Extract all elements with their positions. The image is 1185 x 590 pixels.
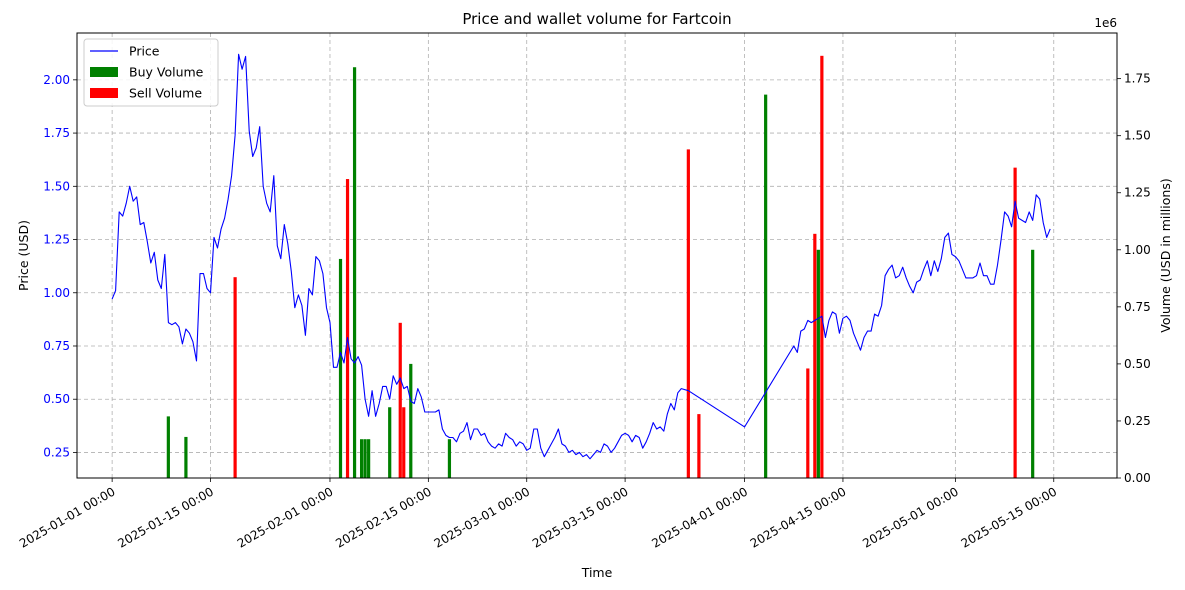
legend-label: Price xyxy=(129,44,160,59)
y-right-tick-label: 1.75 xyxy=(1124,72,1151,86)
y-left-tick-label: 0.75 xyxy=(43,339,70,353)
y-axis-label-right: Volume (USD in millions) xyxy=(1158,178,1173,332)
y-left-tick-label: 0.50 xyxy=(43,392,70,406)
y-axis-label-left: Price (USD) xyxy=(16,220,31,291)
y-right-tick-label: 0.75 xyxy=(1124,300,1151,314)
buy-volume-bar xyxy=(338,258,343,478)
y-left-tick-label: 2.00 xyxy=(43,73,70,87)
y-right-tick-label: 1.00 xyxy=(1124,243,1151,257)
price-line xyxy=(111,53,1051,460)
sell-volume-bar xyxy=(402,407,406,478)
buy-volume-bar xyxy=(363,439,367,478)
sell-volume-bar xyxy=(806,368,810,478)
price-line-group xyxy=(111,53,1051,460)
sell-volume-bar xyxy=(813,233,817,478)
y-left-tick-label: 0.25 xyxy=(43,445,70,459)
y-axis-left: 0.25 0.50 0.75 1.00 1.25 1.50 1.75 2.00 xyxy=(43,73,77,459)
y-right-tick-label: 1.25 xyxy=(1124,186,1151,200)
buy-volume-bar xyxy=(352,67,357,478)
legend-label: Sell Volume xyxy=(129,86,202,101)
sell-volume-bar xyxy=(233,277,237,478)
volume-bars xyxy=(166,55,1035,479)
buy-volume-bar xyxy=(359,439,364,478)
legend: Price Buy Volume Sell Volume xyxy=(83,38,219,107)
y-right-tick-label: 0.25 xyxy=(1124,414,1151,428)
x-axis-label: Time xyxy=(581,565,613,580)
buy-volume-bar xyxy=(1031,249,1035,478)
legend-label: Buy Volume xyxy=(129,65,204,80)
y-right-tick-label: 0.00 xyxy=(1124,471,1151,485)
grid-lines xyxy=(77,33,1117,478)
buy-volume-bar xyxy=(184,436,188,478)
y-left-tick-label: 1.25 xyxy=(43,233,70,247)
sell-volume-bar xyxy=(697,414,701,478)
buy-volume-bar xyxy=(447,439,452,478)
sell-volume-bar xyxy=(1013,167,1017,478)
sell-volume-bar xyxy=(820,55,824,478)
y-left-tick-label: 1.50 xyxy=(43,179,70,193)
y-left-tick-label: 1.75 xyxy=(43,126,70,140)
sell-volume-bar xyxy=(398,322,402,478)
buy-volume-bar xyxy=(816,249,820,478)
sell-volume-bar xyxy=(686,149,690,478)
y-right-tick-label: 0.50 xyxy=(1124,357,1151,371)
buy-volume-bar xyxy=(409,363,413,478)
y-right-tick-label: 1.50 xyxy=(1124,129,1151,143)
buy-volume-bar xyxy=(166,416,170,478)
plot-frame xyxy=(76,32,1118,479)
buy-volume-bar xyxy=(764,94,768,478)
y-left-tick-label: 1.00 xyxy=(43,286,70,300)
y-axis-right: 0.00 0.25 0.50 0.75 1.00 1.25 1.50 1.75 xyxy=(1117,72,1151,485)
buy-volume-bar xyxy=(367,439,371,478)
legend-swatch-buy xyxy=(90,67,118,77)
legend-swatch-sell xyxy=(90,88,118,98)
right-axis-offset-text: 1e6 xyxy=(1094,16,1117,30)
buy-volume-bar xyxy=(388,407,392,478)
chart-title: Price and wallet volume for Fartcoin xyxy=(462,10,731,28)
sell-volume-bar xyxy=(345,179,350,479)
